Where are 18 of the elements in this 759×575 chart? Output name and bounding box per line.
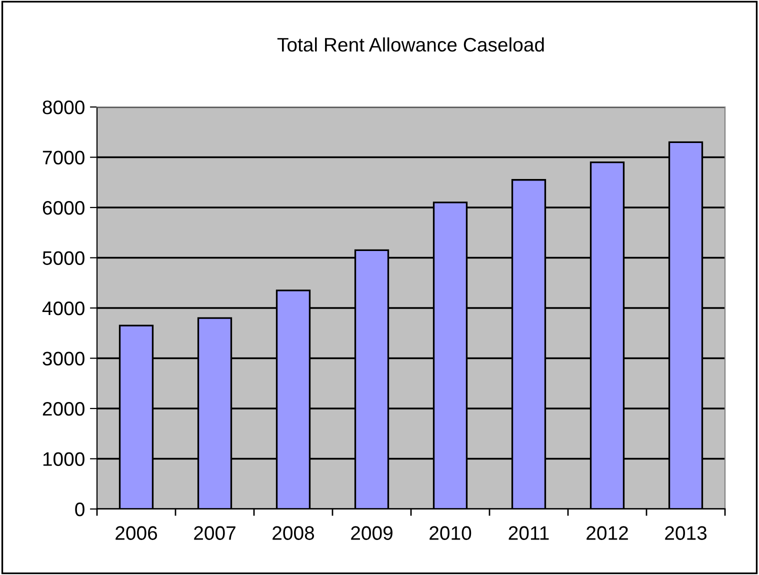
y-tick-label: 2000: [42, 402, 84, 416]
x-tick-label: 2007: [194, 526, 236, 540]
x-tick-label: 2010: [430, 526, 472, 540]
y-tick-label: 0: [75, 502, 84, 516]
y-tick-label: 8000: [42, 100, 84, 114]
y-tick-label: 4000: [42, 301, 84, 316]
x-tick-label: 2008: [272, 526, 314, 540]
y-tick-label: 5000: [42, 251, 84, 265]
x-tick-label: 2013: [665, 526, 707, 540]
y-tick-label: 3000: [42, 352, 84, 366]
chart-title: Total Rent Allowance Caseload: [277, 37, 544, 52]
y-tick-label: 1000: [43, 452, 84, 466]
x-tick-label: 2011: [508, 526, 549, 540]
y-tick-label: 6000: [42, 200, 84, 215]
y-tick-label: 7000: [42, 150, 84, 164]
x-tick-label: 2012: [586, 526, 628, 540]
x-tick-label: 2006: [116, 526, 158, 540]
x-tick-label: 2009: [351, 526, 392, 540]
